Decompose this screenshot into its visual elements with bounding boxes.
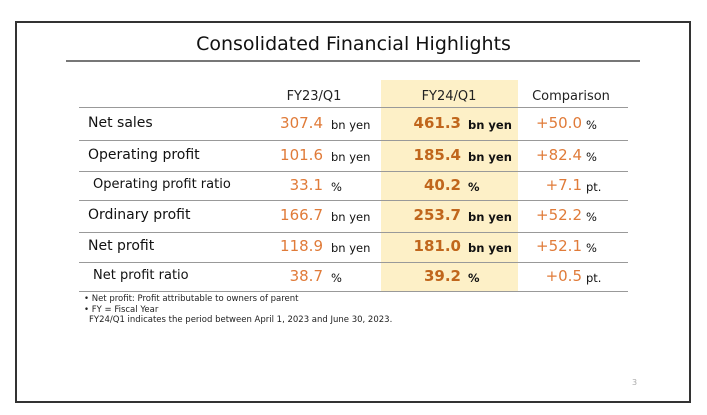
fy23-unit: bn yen (331, 210, 371, 224)
current-period-highlight (381, 80, 518, 291)
comparison-unit: % (586, 210, 597, 224)
fy23-unit: bn yen (331, 118, 371, 132)
fy23-unit: bn yen (331, 241, 371, 255)
slide-title: Consolidated Financial Highlights (196, 33, 511, 55)
table-row: Operating profit (79, 140, 628, 172)
slide-frame (15, 21, 691, 403)
comparison-value: +50.0 (536, 114, 582, 132)
title-underline (66, 60, 640, 62)
table-row: Net profit (79, 232, 628, 263)
comparison-value: +52.1 (536, 237, 582, 255)
comparison-unit: pt. (586, 179, 602, 194)
fy23-value: 118.9 (280, 237, 323, 255)
row-label: Net profit ratio (93, 267, 189, 283)
row-label: Ordinary profit (88, 207, 191, 223)
comparison-value: +0.5 (545, 266, 582, 285)
fy24-unit: bn yen (468, 118, 512, 132)
comparison-value: +82.4 (536, 145, 582, 164)
fy23-value: 101.6 (280, 145, 323, 164)
comparison-unit: % (586, 149, 597, 164)
comparison-unit: % (586, 118, 597, 132)
fy23-value: 38.7 (289, 266, 323, 285)
footnotes: • Net profit: Profit attributable to own… (84, 294, 392, 326)
fy24-unit: bn yen (468, 210, 512, 224)
fy23-unit: % (331, 270, 342, 285)
fy24-unit: bn yen (468, 241, 512, 255)
fy23-value: 33.1 (289, 175, 323, 194)
header-fy23: FY23/Q1 (286, 89, 342, 104)
row-label: Operating profit ratio (93, 176, 231, 192)
footnote: • Net profit: Profit attributable to own… (84, 294, 299, 304)
header-fy24: FY24/Q1 (421, 89, 477, 104)
row-label: Operating profit (88, 146, 200, 163)
comparison-unit: pt. (586, 270, 602, 285)
fy23-value: 166.7 (280, 206, 323, 224)
fy24-value: 39.2 (423, 266, 461, 285)
table-row: Net sales (79, 108, 628, 141)
fy24-value: 181.0 (413, 237, 461, 255)
fy24-value: 40.2 (423, 175, 461, 194)
footnote: • FY = Fiscal Year (84, 304, 159, 315)
fy24-unit: % (468, 179, 480, 194)
fy23-unit: bn yen (331, 149, 371, 164)
fy23-value: 307.4 (280, 114, 323, 132)
header-row (79, 80, 628, 108)
row-label: Net sales (88, 115, 153, 131)
fy24-unit: bn yen (468, 149, 512, 164)
row-label: Net profit (88, 238, 155, 254)
fy24-value: 253.7 (413, 206, 461, 224)
comparison-value: +52.2 (536, 206, 582, 224)
fy24-unit: % (468, 270, 480, 285)
fy24-value: 185.4 (413, 145, 461, 164)
fy23-unit: % (331, 179, 342, 194)
comparison-value: +7.1 (545, 175, 582, 194)
table-row: Operating profit ratio (79, 171, 628, 201)
comparison-unit: % (586, 241, 597, 255)
header-comparison: Comparison (532, 89, 610, 104)
table-row: Net profit ratio (79, 262, 628, 292)
table-row: Ordinary profit (79, 200, 628, 233)
fy24-value: 461.3 (413, 114, 461, 132)
footnote: FY24/Q1 indicates the period between Apr… (89, 315, 393, 325)
page-number: 3 (632, 378, 638, 387)
